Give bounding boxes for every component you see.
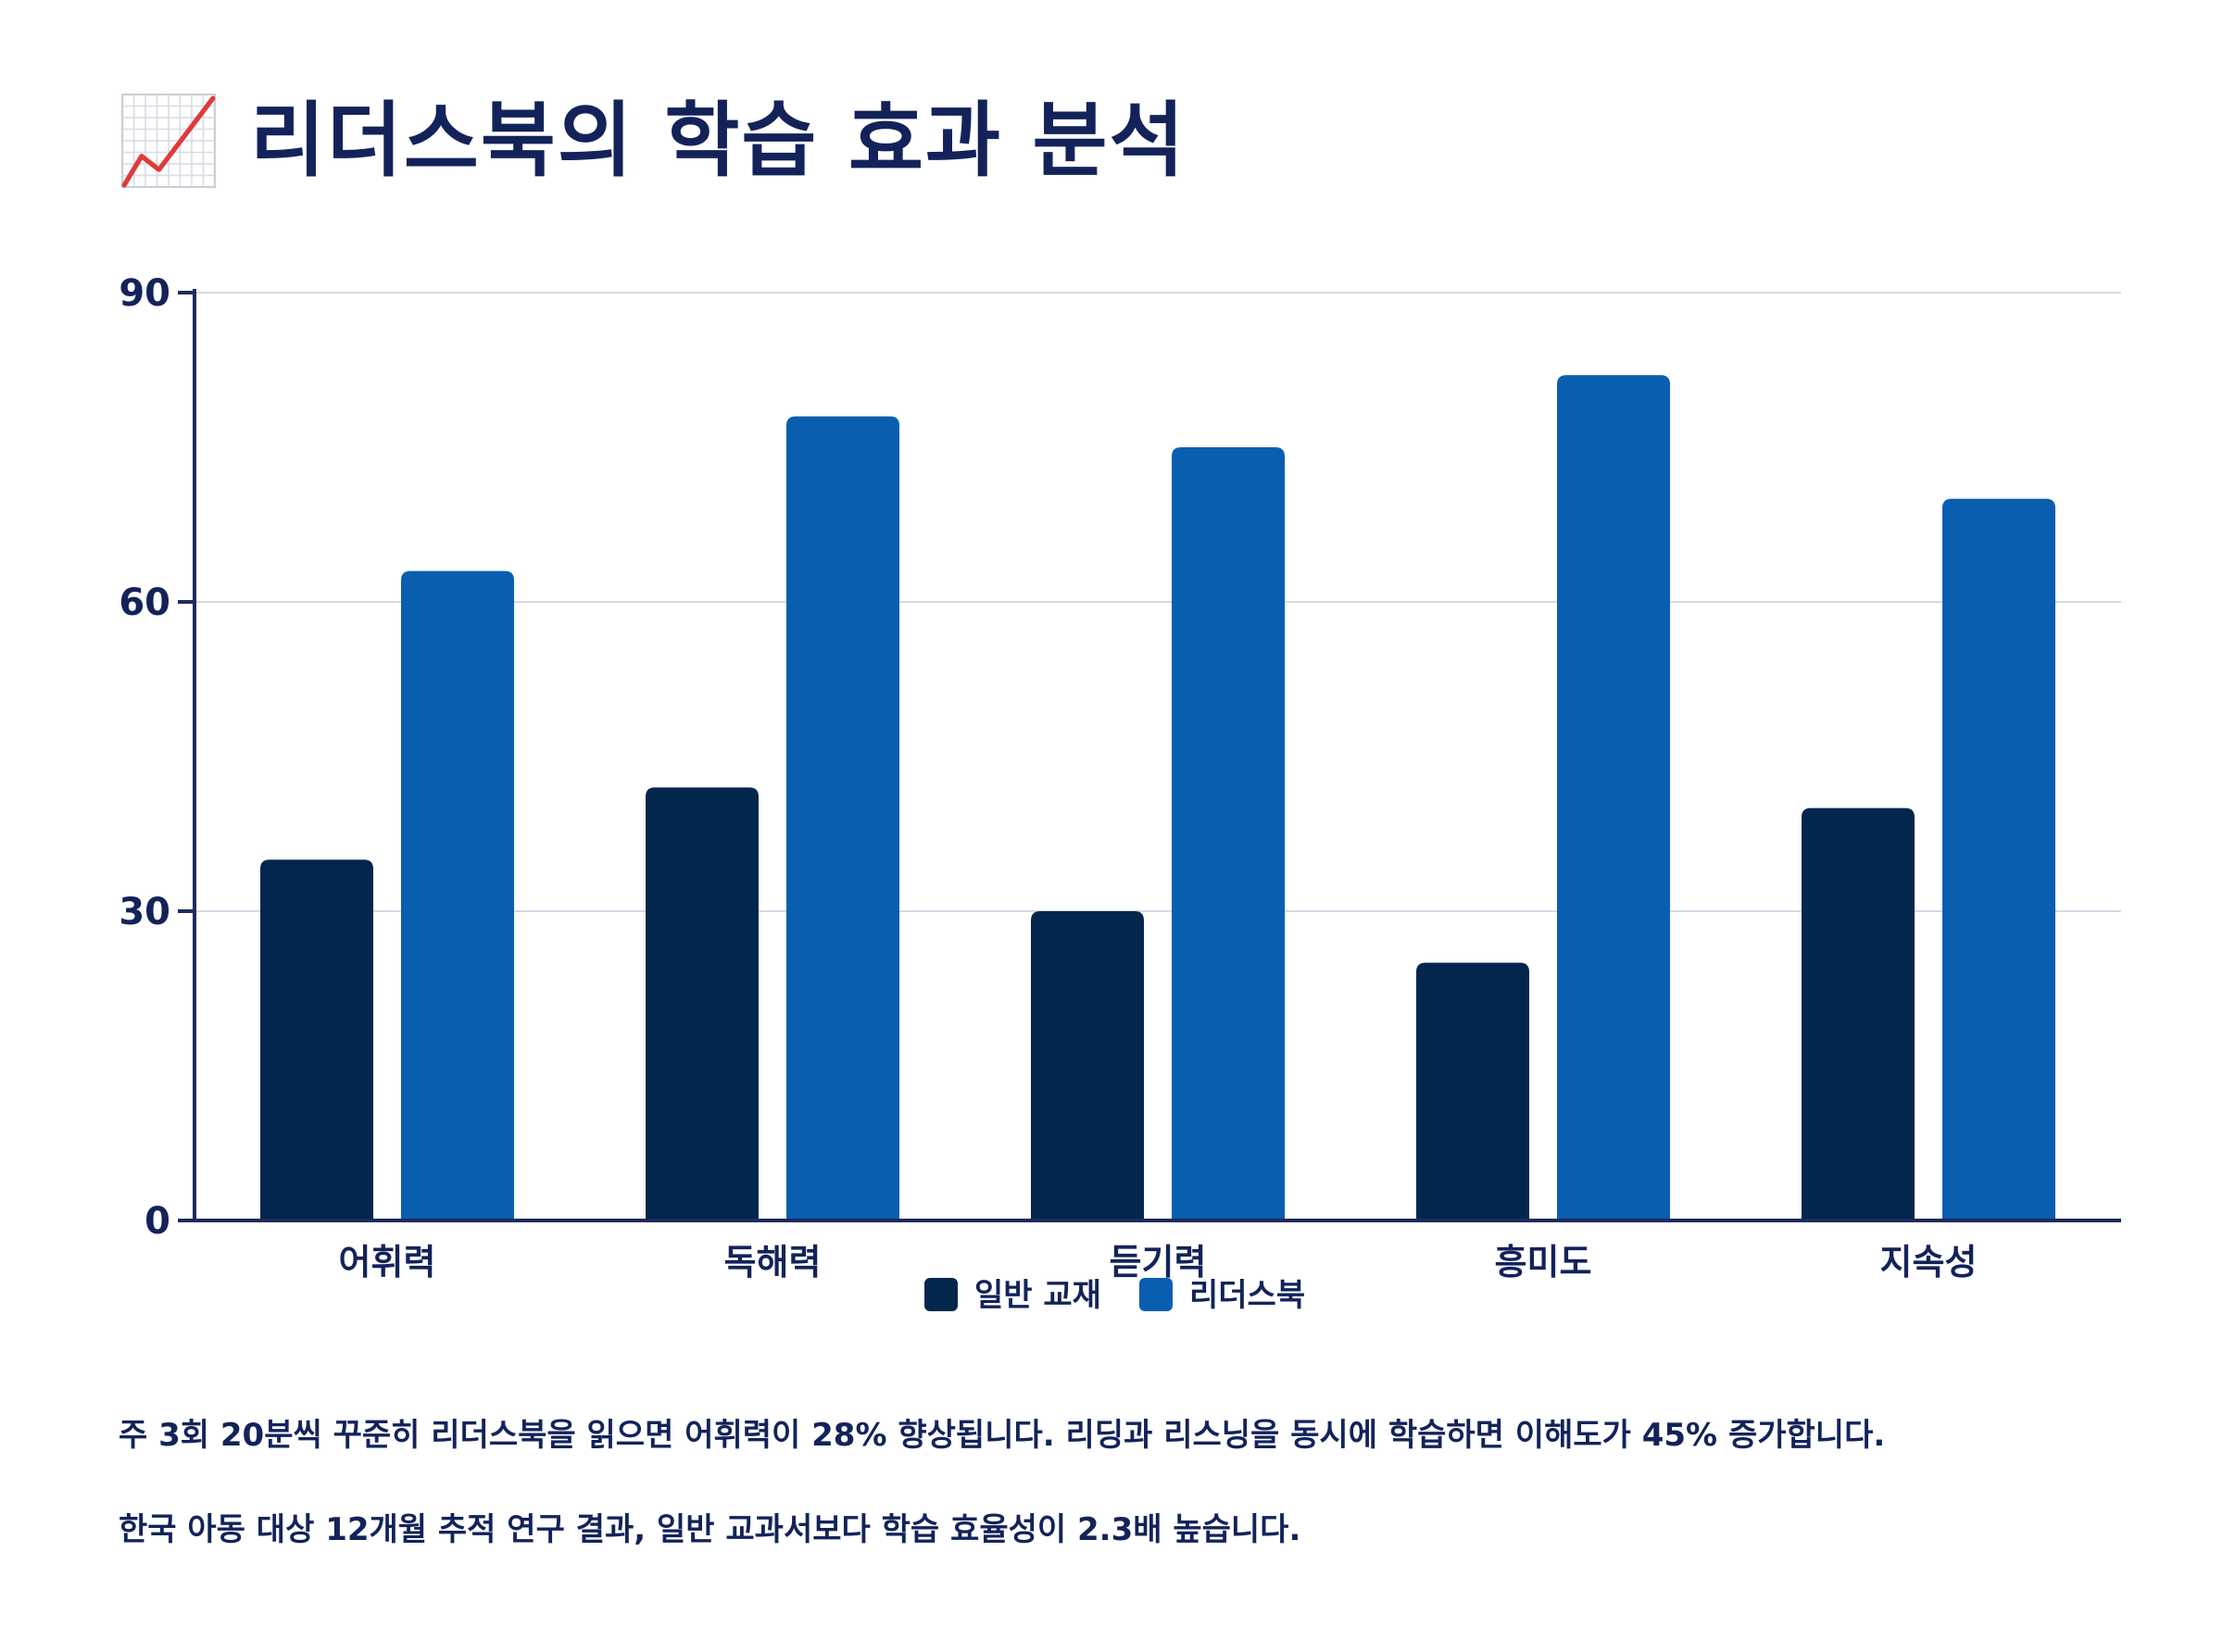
bars [260, 375, 2055, 1221]
x-tick-label: 어휘력 [339, 1242, 436, 1283]
y-tick-label: 90 [119, 272, 170, 315]
legend-swatch-readersbook [1139, 1278, 1173, 1311]
bar-readersbook-1 [786, 416, 899, 1221]
x-tick-label: 독해력 [724, 1242, 822, 1283]
legend-label-readersbook: 리더스북 [1189, 1277, 1305, 1314]
y-tick-label: 30 [119, 891, 170, 933]
y-tick-label: 60 [119, 582, 170, 624]
bar-general-0 [260, 859, 373, 1220]
x-tick-labels: 어휘력 독해력 듣기력 흥미도 지속성 [339, 1242, 1978, 1283]
bar-readersbook-3 [1557, 375, 1670, 1221]
bar-readersbook-4 [1942, 498, 2055, 1220]
title-row: 리더스북의 학습 효과 분석 [120, 93, 1186, 189]
footnotes: 주 3회 20분씩 꾸준히 리더스북을 읽으면 어휘력이 28% 향상됩니다. … [119, 1415, 2156, 1604]
y-tick-labels: 0 30 60 90 [119, 272, 170, 1243]
page-title: 리더스북의 학습 효과 분석 [250, 93, 1187, 188]
bar-general-2 [1031, 911, 1144, 1220]
bar-general-3 [1416, 962, 1529, 1220]
legend: 일반 교재 리더스북 [924, 1277, 1305, 1314]
x-tick-label: 흥미도 [1495, 1242, 1592, 1283]
bar-readersbook-0 [401, 570, 514, 1220]
y-tick-label: 0 [144, 1200, 170, 1243]
bar-general-1 [646, 787, 759, 1220]
x-tick-label: 듣기력 [1110, 1242, 1207, 1283]
bar-chart: 0 30 60 90 어휘력 독해력 듣기력 흥미도 지속성 일반 교재 리더스북 [119, 272, 2121, 1314]
bar-general-4 [1802, 807, 1915, 1220]
legend-swatch-general [924, 1278, 958, 1311]
footnote-1: 주 3회 20분씩 꾸준히 리더스북을 읽으면 어휘력이 28% 향상됩니다. … [119, 1417, 1886, 1454]
chart-increasing-icon [121, 94, 216, 188]
x-tick-label: 지속성 [1880, 1242, 1978, 1283]
legend-label-general: 일반 교재 [974, 1277, 1101, 1314]
grid-lines [195, 292, 2121, 912]
footnote-2: 한국 아동 대상 12개월 추적 연구 결과, 일반 교과서보다 학습 효율성이… [119, 1511, 1301, 1549]
bar-readersbook-2 [1172, 447, 1285, 1220]
axes [178, 289, 2121, 1222]
